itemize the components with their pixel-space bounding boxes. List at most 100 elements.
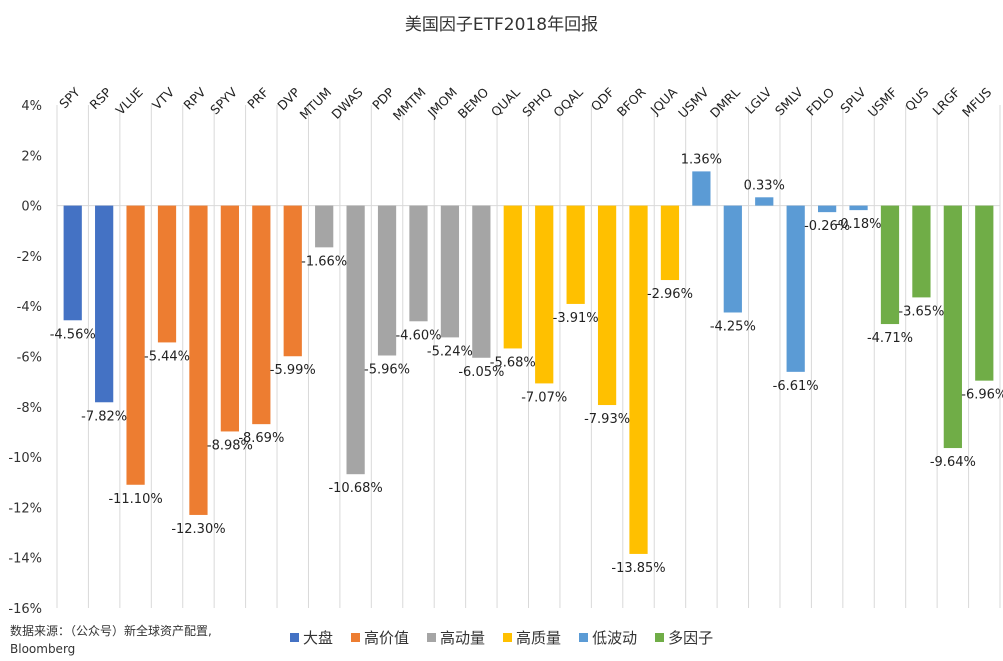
data-label: -11.10% (108, 492, 162, 507)
data-label: -7.93% (584, 412, 630, 427)
legend-label: 高动量 (440, 629, 486, 647)
legend-swatch (655, 633, 665, 642)
legend-swatch (290, 633, 299, 642)
legend-swatch (579, 633, 589, 642)
x-tick-label: BFOR (614, 84, 649, 119)
data-label: -1.66% (301, 254, 347, 269)
source-line-2: Bloomberg (10, 642, 76, 656)
data-label: -12.30% (171, 522, 225, 537)
x-tick-label: RPV (180, 84, 208, 112)
bar-jmom (440, 205, 460, 338)
legend-label: 多因子 (668, 629, 714, 647)
y-tick-label: -2% (17, 250, 42, 265)
x-tick-label: QDF (588, 85, 617, 114)
data-label: -4.56% (50, 327, 96, 342)
x-tick-label: DWAS (328, 84, 365, 121)
bar-smlv (786, 205, 805, 372)
data-label: -6.05% (458, 365, 504, 380)
y-tick-label: -16% (8, 602, 42, 617)
legend-label: 高质量 (516, 629, 562, 647)
legend-swatch (427, 633, 437, 642)
bar-mmtm (409, 205, 428, 322)
y-tick-label: 4% (21, 99, 42, 114)
y-tick-label: -10% (8, 451, 42, 466)
data-label: -7.82% (81, 409, 127, 424)
bar-spy (63, 205, 82, 321)
x-tick-label: VLUE (113, 84, 146, 117)
chart-title: 美国因子ETF2018年回报 (404, 15, 599, 35)
source-note: 数据来源：（公众号）新全球资产配置, Bloomberg (10, 622, 212, 658)
bars (63, 171, 994, 554)
source-line-1: 数据来源：（公众号）新全球资产配置, (10, 624, 212, 638)
x-tick-label: OQAL (550, 84, 586, 120)
bar-qual (503, 205, 522, 349)
data-labels: -4.56% -7.82% -11.10% -5.44% -12.30% -8.98%-8… (50, 152, 1003, 576)
data-label: -4.60% (395, 328, 441, 343)
data-label: -6.96% (961, 388, 1003, 403)
legend-label: 高价值 (364, 629, 410, 647)
legend-item: 高动量 (427, 627, 485, 648)
bar-sphq (535, 205, 554, 384)
bar-dmrl (723, 205, 742, 313)
data-label: -5.68% (490, 355, 536, 370)
bar-oqal (566, 205, 585, 304)
bar-dwas (346, 205, 365, 475)
x-tick-label: JQUA (647, 84, 681, 118)
x-tick-label: QUAL (488, 84, 523, 119)
x-tick-label: JMOM (424, 85, 460, 121)
x-tick-label: LGLV (742, 84, 775, 117)
bar-mfus (975, 205, 994, 381)
x-tick-label: BEMO (455, 84, 492, 121)
x-tick-label: DMRL (707, 84, 743, 120)
x-tick-label: RSP (87, 84, 115, 112)
data-label: -3.91% (553, 311, 599, 326)
bar-vlue (126, 205, 145, 485)
data-label: -5.24% (427, 344, 473, 359)
bar-vtv (157, 205, 177, 343)
bar-lrgf (943, 205, 962, 449)
bar-fdlo (818, 205, 837, 213)
data-label: -8.98% (207, 438, 253, 453)
x-tick-label: USMF (865, 85, 900, 120)
legend-item: 低波动 (579, 627, 637, 648)
y-tick-label: -8% (17, 401, 42, 416)
data-label: -9.64% (930, 455, 976, 470)
x-tick-label: MMTM (390, 85, 429, 124)
bar-usmf (880, 205, 900, 325)
bar-bemo (472, 205, 491, 358)
y-tick-label: 2% (21, 149, 42, 164)
x-tick-label: VTV (149, 84, 177, 112)
y-tick-label: -14% (8, 552, 42, 567)
x-tick-label: LRGF (929, 85, 963, 119)
x-tick-label: FDLO (803, 84, 837, 118)
data-label: 0.33% (744, 178, 785, 193)
bar-rpv (189, 205, 208, 515)
bar-qus (912, 205, 931, 298)
legend-label: 大盘 (303, 629, 334, 647)
legend-item: 高价值 (351, 627, 409, 648)
data-label: -5.44% (144, 349, 190, 364)
legend-swatch (351, 633, 361, 642)
data-label: -5.99% (270, 363, 316, 378)
bar-splv (849, 205, 868, 211)
data-label: -3.65% (898, 304, 944, 319)
legend-label: 低波动 (592, 629, 638, 647)
data-label: -13.85% (611, 561, 665, 576)
bar-mtum (315, 205, 334, 248)
legend-swatch (503, 633, 513, 642)
data-label: -8.69% (238, 431, 284, 446)
data-label: -0.26% (804, 219, 850, 234)
bar-bfor (629, 205, 648, 554)
x-tick-label: QUS (902, 84, 932, 114)
data-label: 1.36% (681, 152, 722, 167)
x-tick-label: MFUS (959, 84, 994, 119)
bar-jqua (660, 205, 680, 281)
legend: 大盘 高价值 高动量 高质量 低波动 多因子 (290, 627, 713, 648)
x-tick-label: SPYV (207, 84, 240, 117)
x-tick-label: SPY (56, 84, 83, 111)
data-label: -6.61% (773, 379, 819, 394)
bar-rsp (95, 205, 114, 403)
bar-usmv (692, 171, 711, 206)
x-tick-label: SMLV (772, 84, 806, 118)
